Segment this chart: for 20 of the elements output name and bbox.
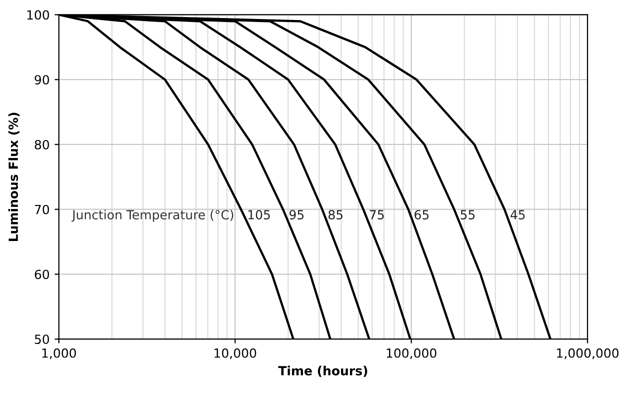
x-axis-title: Time (hours) [278, 366, 368, 377]
x-tick-label: 1,000,000 [557, 348, 618, 360]
y-tick-label: 70 [34, 204, 50, 214]
annotation: Junction Temperature (°C) [71, 210, 234, 222]
x-tick-label: 10,000 [214, 348, 256, 360]
y-tick-label: 60 [34, 270, 50, 280]
series-label: 75 [370, 210, 384, 220]
series-label: 85 [328, 210, 342, 220]
series-label: 105 [248, 210, 270, 220]
y-tick-label: 90 [34, 75, 50, 85]
y-axis-title: Luminous Flux (%) [8, 112, 20, 241]
y-tick-label: 100 [27, 10, 50, 20]
x-tick-label: 1,000 [42, 348, 76, 360]
series-label: 95 [290, 210, 304, 220]
y-tick-label: 50 [34, 334, 50, 344]
series-label: 55 [460, 210, 475, 220]
series-label: 65 [414, 210, 429, 220]
x-tick-label: 100,000 [386, 348, 436, 360]
series-label: 45 [510, 210, 525, 220]
y-tick-label: 80 [34, 140, 50, 150]
